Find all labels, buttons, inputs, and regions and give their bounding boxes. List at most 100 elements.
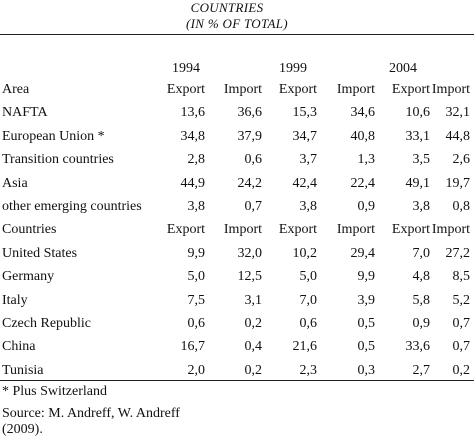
area-row-label: NAFTA (2, 105, 48, 121)
country-row-value: 27,2 (445, 245, 471, 261)
country-row-label: Czech Republic (2, 316, 92, 331)
area-row-value: 42,4 (292, 175, 318, 191)
country-row-value: 3,9 (357, 292, 376, 308)
country-row-value: 0,7 (452, 339, 471, 355)
area-row-label: other emerging countries (2, 199, 142, 214)
area-column-header: Export (391, 82, 430, 97)
area-row-value: 2,6 (452, 152, 471, 168)
area-row-value: 34,7 (292, 128, 318, 144)
area-row-value: 34,6 (350, 105, 376, 121)
country-row-value: 4,8 (412, 269, 431, 285)
area-row-label: Transition countries (2, 152, 114, 168)
area-row-value: 2,8 (187, 152, 206, 168)
area-row-value: 3,8 (299, 199, 318, 214)
country-row-value: 12,5 (237, 269, 263, 285)
country-column-header: Export (278, 222, 317, 238)
bottom-rule (0, 380, 474, 381)
country-row-value: 9,9 (357, 269, 376, 285)
country-row-label: China (2, 339, 36, 355)
source-line-2: (2009). (2, 422, 43, 437)
country-column-header: Export (166, 222, 205, 238)
area-row-value: 24,2 (237, 175, 263, 191)
area-row-value: 44,8 (445, 128, 471, 144)
country-row-value: 0,2 (452, 362, 471, 378)
country-row-value: 0,2 (244, 362, 263, 378)
country-row-value: 29,4 (350, 245, 376, 261)
country-row-value: 32,0 (237, 245, 263, 261)
caption-line-2: (IN % OF TOTAL) (186, 16, 288, 31)
area-row-value: 44,9 (180, 175, 206, 191)
country-row-value: 16,7 (180, 339, 206, 355)
country-row-value: 5,0 (187, 269, 206, 285)
area-header-label: Area (2, 82, 30, 97)
footnote: * Plus Switzerland (2, 384, 107, 399)
year-header: 1994 (172, 61, 200, 76)
country-row-value: 7,0 (412, 245, 431, 261)
area-column-header: Export (278, 82, 317, 97)
top-rule (0, 34, 474, 35)
country-row-value: 0,6 (187, 316, 206, 331)
country-row-value: 5,8 (412, 292, 431, 308)
country-column-header: Import (431, 222, 470, 238)
country-row-label: United States (2, 245, 78, 261)
area-row-value: 3,8 (412, 199, 431, 214)
year-header: 1999 (279, 61, 307, 76)
country-row-value: 2,0 (187, 362, 206, 378)
country-row-value: 0,4 (244, 339, 263, 355)
country-row-value: 5,2 (452, 292, 471, 308)
country-row-value: 3,1 (244, 292, 263, 308)
country-column-header: Export (391, 222, 430, 238)
country-row-value: 0,9 (412, 316, 431, 331)
country-row-value: 2,3 (299, 362, 318, 378)
country-row-label: Germany (2, 269, 55, 285)
area-row-value: 22,4 (350, 175, 376, 191)
area-row-value: 15,3 (292, 105, 318, 121)
area-column-header: Import (223, 82, 262, 97)
country-row-value: 21,6 (292, 339, 318, 355)
area-row-value: 10,6 (405, 105, 431, 121)
area-row-value: 36,6 (237, 105, 263, 121)
area-row-value: 33,1 (405, 128, 431, 144)
area-row-value: 19,7 (445, 175, 471, 191)
country-row-value: 0,6 (299, 316, 318, 331)
area-row-value: 40,8 (350, 128, 376, 144)
area-row-value: 13,6 (180, 105, 206, 121)
area-row-value: 34,8 (180, 128, 206, 144)
country-row-value: 9,9 (187, 245, 206, 261)
area-column-header: Import (431, 82, 470, 97)
area-row-value: 37,9 (237, 128, 263, 144)
area-row-value: 0,7 (244, 199, 263, 214)
country-row-value: 33,6 (405, 339, 431, 355)
country-row-label: Tunisia (2, 362, 44, 378)
area-column-header: Export (166, 82, 205, 97)
area-row-value: 3,5 (412, 152, 431, 168)
area-row-label: Asia (2, 175, 28, 191)
country-row-value: 0,5 (357, 339, 376, 355)
country-row-value: 0,7 (452, 316, 471, 331)
area-row-label: European Union * (2, 128, 105, 144)
country-row-value: 0,3 (357, 362, 376, 378)
source-line-1: Source: M. Andreff, W. Andreff (2, 406, 180, 421)
area-row-value: 1,3 (357, 152, 376, 168)
year-header: 2004 (389, 61, 417, 76)
area-column-header: Import (336, 82, 375, 97)
area-row-value: 49,1 (405, 175, 431, 191)
area-row-value: 0,9 (357, 199, 376, 214)
country-row-value: 10,2 (292, 245, 318, 261)
area-row-value: 3,8 (187, 199, 206, 214)
area-row-value: 3,7 (299, 152, 318, 168)
country-header-label: Countries (2, 222, 57, 238)
area-row-value: 0,6 (244, 152, 263, 168)
country-row-value: 7,0 (299, 292, 318, 308)
country-row-value: 0,2 (244, 316, 263, 331)
country-row-value: 2,7 (412, 362, 431, 378)
country-row-label: Italy (2, 292, 28, 308)
country-row-value: 7,5 (187, 292, 206, 308)
country-row-value: 5,0 (299, 269, 318, 285)
caption-line-1: COUNTRIES (190, 0, 264, 15)
area-row-value: 32,1 (445, 105, 471, 121)
country-row-value: 0,5 (357, 316, 376, 331)
country-column-header: Import (223, 222, 262, 238)
country-row-value: 8,5 (452, 269, 471, 285)
area-row-value: 0,8 (452, 199, 471, 214)
